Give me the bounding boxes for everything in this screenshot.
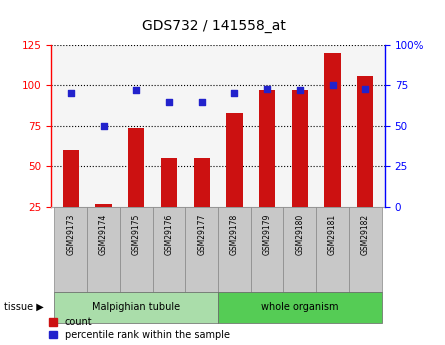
Bar xyxy=(226,113,243,207)
Point xyxy=(198,99,205,105)
Bar xyxy=(291,90,308,207)
Point xyxy=(329,83,336,88)
Bar xyxy=(95,204,112,207)
Bar xyxy=(324,53,341,207)
FancyBboxPatch shape xyxy=(349,207,382,292)
FancyBboxPatch shape xyxy=(218,292,382,323)
Text: GSM29178: GSM29178 xyxy=(230,214,239,255)
Text: GDS732 / 141558_at: GDS732 / 141558_at xyxy=(142,19,286,33)
FancyBboxPatch shape xyxy=(283,207,316,292)
FancyBboxPatch shape xyxy=(87,207,120,292)
Bar xyxy=(63,150,79,207)
Text: GSM29180: GSM29180 xyxy=(295,214,304,255)
Text: whole organism: whole organism xyxy=(261,302,339,312)
Text: GSM29176: GSM29176 xyxy=(165,214,174,255)
Text: GSM29181: GSM29181 xyxy=(328,214,337,255)
FancyBboxPatch shape xyxy=(153,207,185,292)
Bar xyxy=(357,76,373,207)
Point xyxy=(296,88,303,93)
Point xyxy=(67,91,74,96)
FancyBboxPatch shape xyxy=(120,207,153,292)
Point xyxy=(133,88,140,93)
Point xyxy=(231,91,238,96)
Point xyxy=(166,99,173,105)
Legend: count, percentile rank within the sample: count, percentile rank within the sample xyxy=(49,317,230,340)
FancyBboxPatch shape xyxy=(185,207,218,292)
Text: GSM29182: GSM29182 xyxy=(361,214,370,255)
Point xyxy=(362,86,369,91)
FancyBboxPatch shape xyxy=(54,292,218,323)
Point xyxy=(100,123,107,129)
FancyBboxPatch shape xyxy=(316,207,349,292)
Text: tissue ▶: tissue ▶ xyxy=(4,302,44,312)
Bar xyxy=(194,158,210,207)
Point xyxy=(263,86,271,91)
FancyBboxPatch shape xyxy=(54,207,87,292)
Text: GSM29179: GSM29179 xyxy=(263,214,271,255)
Text: GSM29177: GSM29177 xyxy=(197,214,206,255)
Text: GSM29174: GSM29174 xyxy=(99,214,108,255)
Text: GSM29173: GSM29173 xyxy=(66,214,75,255)
FancyBboxPatch shape xyxy=(251,207,283,292)
Bar xyxy=(128,128,145,207)
Text: GSM29175: GSM29175 xyxy=(132,214,141,255)
Bar xyxy=(259,90,275,207)
FancyBboxPatch shape xyxy=(218,207,251,292)
Text: Malpighian tubule: Malpighian tubule xyxy=(92,302,180,312)
Bar xyxy=(161,158,177,207)
